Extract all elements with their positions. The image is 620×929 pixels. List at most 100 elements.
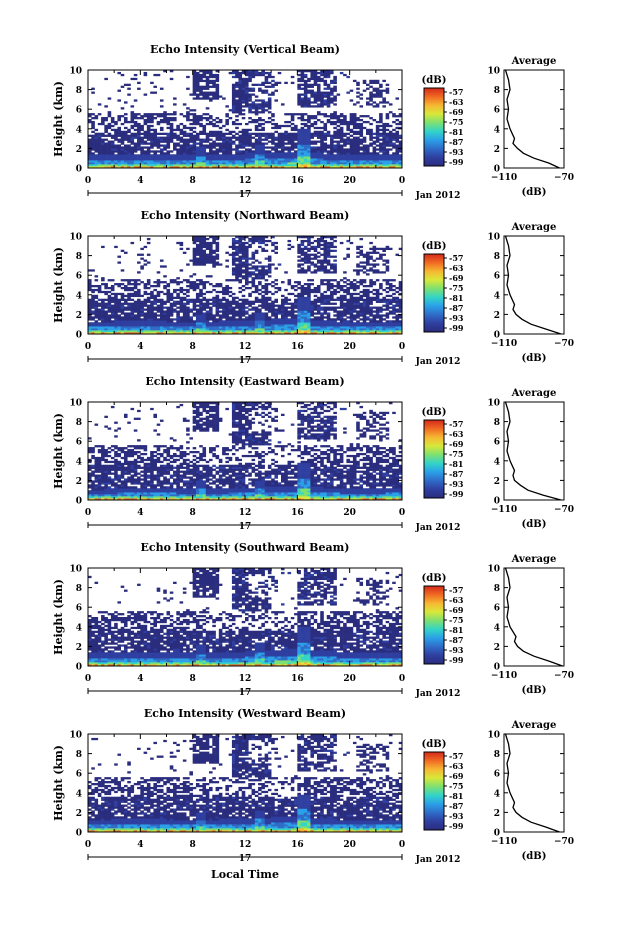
heatmap-cell <box>101 283 105 286</box>
heatmap-cell <box>182 251 187 254</box>
heatmap-cell <box>326 99 331 102</box>
heatmap-cell <box>323 255 328 258</box>
heatmap-cell <box>156 314 161 317</box>
heatmap-cell <box>166 113 171 116</box>
heatmap-cell <box>202 322 207 325</box>
heatmap-cell <box>186 132 190 135</box>
heatmap-cell <box>258 122 262 126</box>
heatmap-cell <box>225 318 229 321</box>
heatmap-cell <box>382 101 386 104</box>
heatmap-cell <box>271 249 275 252</box>
heatmap-cell <box>179 324 184 327</box>
heatmap-cell <box>303 144 308 147</box>
heatmap-cell <box>267 302 272 305</box>
heatmap-cell <box>369 152 373 155</box>
heatmap-cell <box>330 298 334 301</box>
heatmap-cell <box>241 314 246 317</box>
heatmap-cell <box>264 134 269 137</box>
heatmap-cell <box>303 298 308 301</box>
heatmap-cell <box>326 71 331 75</box>
heatmap-cell <box>176 281 180 284</box>
heatmap-cell <box>195 75 200 79</box>
heatmap-cell <box>245 257 249 260</box>
heatmap-cell <box>195 142 200 145</box>
heatmap-cell <box>140 310 144 313</box>
heatmap-cell <box>218 263 223 266</box>
heatmap-cell <box>228 330 233 333</box>
heatmap-cell <box>330 326 334 329</box>
heatmap-cell <box>215 320 220 323</box>
heatmap-cell <box>300 166 305 169</box>
heatmap-cell <box>133 132 138 135</box>
heatmap-cell <box>179 146 184 149</box>
heatmap-cell <box>320 302 324 305</box>
heatmap-cell <box>254 164 259 167</box>
heatmap-cell <box>202 166 207 169</box>
heatmap-cell <box>326 302 331 305</box>
heatmap-cell <box>313 158 318 161</box>
heatmap-cell <box>320 132 324 135</box>
heatmap-cell <box>316 103 321 106</box>
heatmap-cell <box>310 253 314 256</box>
heatmap-cell <box>88 312 92 315</box>
heatmap-cell <box>271 310 275 313</box>
heatmap-cell <box>150 128 154 132</box>
heatmap-cell <box>114 130 118 134</box>
heatmap-cell <box>110 150 115 153</box>
heatmap-cell <box>254 154 259 157</box>
heatmap-cell <box>176 332 180 335</box>
heatmap-cell <box>225 120 229 124</box>
heatmap-cell <box>294 152 298 155</box>
heatmap-cell <box>123 322 128 325</box>
heatmap-cell <box>179 296 184 300</box>
heatmap-cell <box>264 75 269 79</box>
heatmap-cell <box>320 243 324 247</box>
heatmap-cell <box>215 89 220 92</box>
heatmap-cell <box>182 124 187 128</box>
heatmap-cell <box>349 142 354 145</box>
heatmap-cell <box>349 162 354 165</box>
heatmap-cell <box>297 324 301 327</box>
heatmap-cell <box>179 136 184 139</box>
heatmap-cell <box>228 160 233 163</box>
heatmap-cell <box>238 142 243 145</box>
heatmap-cell <box>205 310 210 313</box>
heatmap-cell <box>186 310 190 313</box>
heatmap-cell <box>343 310 347 313</box>
heatmap-cell <box>182 308 187 311</box>
heatmap-cell <box>290 148 295 151</box>
heatmap-cell <box>176 144 180 147</box>
heatmap-cell <box>280 308 285 311</box>
heatmap-cell <box>245 277 249 280</box>
heatmap-cell <box>267 111 272 114</box>
heatmap-cell <box>199 326 203 329</box>
heatmap-cell <box>179 306 184 309</box>
heatmap-cell <box>127 83 131 86</box>
heatmap-cell <box>303 239 308 243</box>
heatmap-cell <box>316 261 321 264</box>
heatmap-cell <box>307 286 311 290</box>
heatmap-cell <box>320 237 324 241</box>
heatmap-cell <box>310 117 314 120</box>
heatmap-cell <box>339 134 344 137</box>
heatmap-cell <box>294 144 298 147</box>
heatmap-cell <box>248 332 252 335</box>
heatmap-cell <box>261 237 265 241</box>
heatmap-cell <box>339 310 344 313</box>
heatmap-cell <box>195 81 200 85</box>
heatmap-cell <box>97 160 102 163</box>
heatmap-cell <box>307 308 311 311</box>
heatmap-cell <box>166 308 171 311</box>
heatmap-cell <box>379 150 383 153</box>
heatmap-cell <box>248 160 252 163</box>
heatmap-cell <box>235 239 239 243</box>
heatmap-cell <box>310 324 314 327</box>
heatmap-cell <box>123 158 128 161</box>
heatmap-cell <box>307 144 311 147</box>
heatmap-cell <box>133 128 138 132</box>
heatmap-cell <box>107 320 112 323</box>
heatmap-cell <box>179 318 184 321</box>
heatmap-cell <box>323 71 328 75</box>
heatmap-cell <box>104 144 108 147</box>
heatmap-cell <box>339 332 344 335</box>
